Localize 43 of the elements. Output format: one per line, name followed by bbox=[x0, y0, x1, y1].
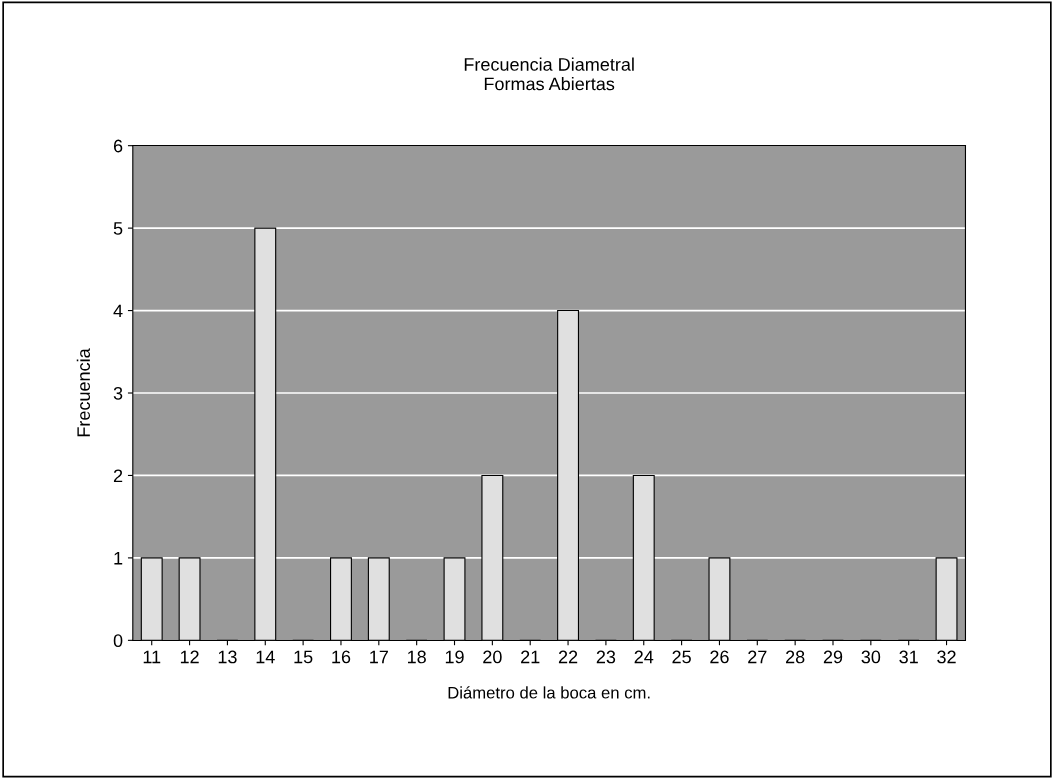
x-tick-label: 14 bbox=[256, 650, 275, 664]
x-tick-label: 32 bbox=[937, 650, 956, 664]
bar bbox=[935, 557, 958, 641]
bar bbox=[178, 557, 201, 641]
bar bbox=[443, 557, 466, 641]
x-tick-label: 21 bbox=[521, 650, 540, 664]
x-tick-label: 23 bbox=[596, 650, 616, 664]
y-tick-label: 4 bbox=[113, 304, 123, 318]
y-tick-label: 6 bbox=[113, 139, 123, 153]
x-tick-label: 13 bbox=[218, 650, 237, 664]
x-tick-label: 12 bbox=[180, 650, 199, 664]
y-tick-label: 5 bbox=[113, 222, 123, 235]
y-tick-label: 1 bbox=[114, 552, 123, 565]
chart-title: Frecuencia Diametral Formas Abiertas bbox=[464, 57, 634, 91]
x-tick-label: 16 bbox=[332, 650, 351, 664]
bar bbox=[330, 557, 352, 641]
x-tick-label: 26 bbox=[710, 650, 729, 664]
x-tick-label: 18 bbox=[408, 650, 426, 664]
x-tick-label: 30 bbox=[861, 650, 881, 664]
y-tick-label: 2 bbox=[113, 469, 123, 482]
x-tick-label: 20 bbox=[483, 650, 502, 664]
bar bbox=[254, 227, 277, 641]
x-tick-label: 27 bbox=[748, 650, 767, 664]
x-tick-label: 22 bbox=[558, 650, 578, 664]
bar bbox=[708, 557, 731, 641]
x-tick-label: 24 bbox=[634, 650, 654, 664]
x-tick-label: 17 bbox=[370, 650, 388, 664]
bar bbox=[557, 310, 580, 641]
bar bbox=[367, 557, 390, 641]
x-tick-label: 15 bbox=[294, 650, 313, 664]
x-tick-label: 11 bbox=[143, 650, 161, 664]
x-tick-label: 28 bbox=[786, 650, 805, 664]
x-axis-title: Diámetro de la boca en cm. bbox=[448, 686, 650, 699]
y-axis-title: Frecuencia bbox=[76, 348, 91, 437]
bar bbox=[632, 474, 655, 641]
x-tick-label: 25 bbox=[672, 650, 691, 664]
x-tick-label: 19 bbox=[445, 650, 464, 664]
bar bbox=[481, 474, 504, 641]
x-tick-label: 31 bbox=[899, 650, 918, 664]
y-tick-label: 3 bbox=[113, 386, 123, 400]
bar bbox=[140, 557, 163, 641]
y-tick-label: 0 bbox=[113, 634, 123, 648]
x-tick-label: 29 bbox=[823, 650, 843, 664]
